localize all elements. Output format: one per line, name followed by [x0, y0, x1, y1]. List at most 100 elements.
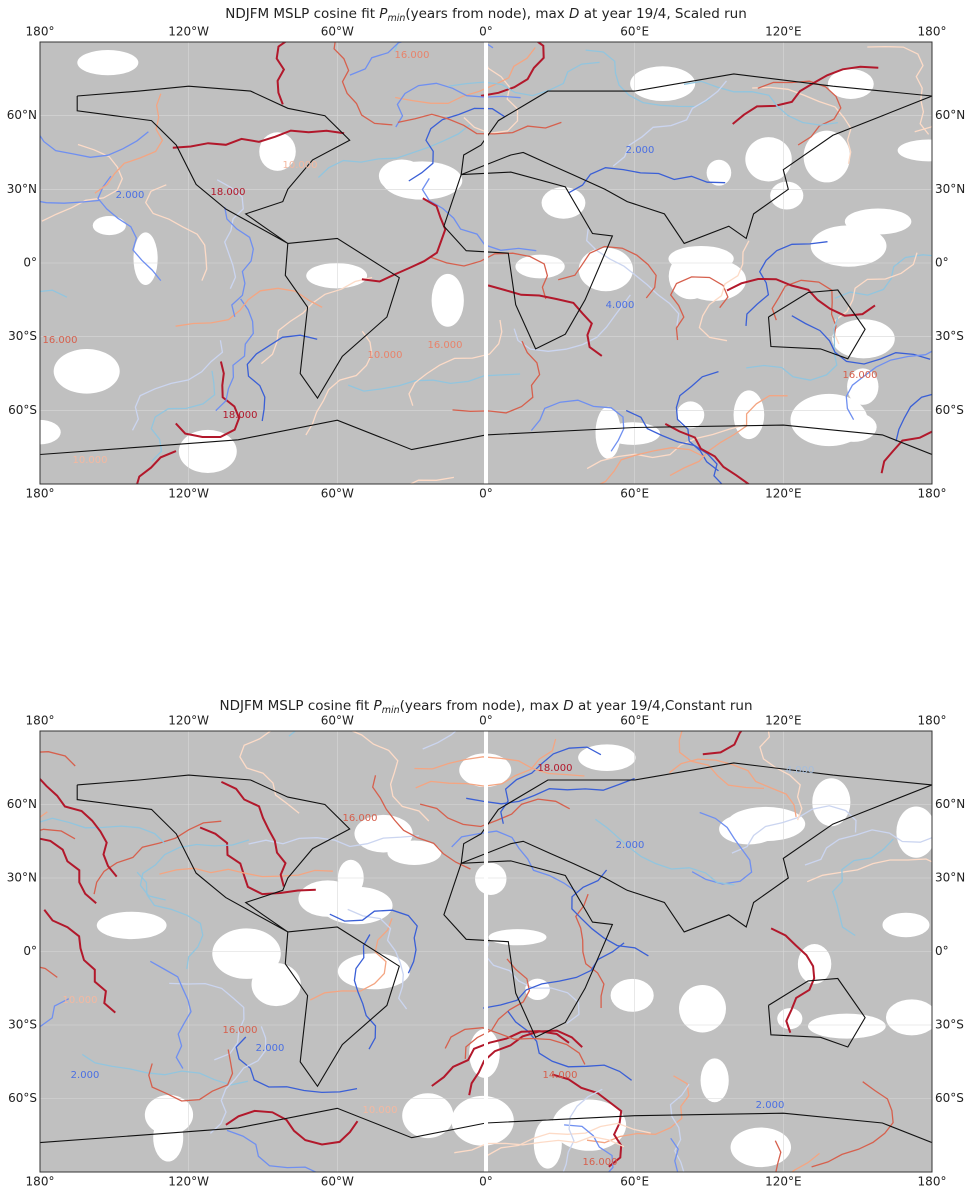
lat-label-left: 30°N — [7, 871, 37, 885]
insignificant-region — [93, 216, 126, 235]
contour-label: 2.000 — [616, 840, 645, 851]
title-part: D — [563, 698, 573, 714]
insignificant-region — [808, 1014, 886, 1039]
lon-label-bottom: 180° — [26, 1175, 55, 1189]
insignificant-region — [306, 263, 367, 288]
contour-label: 16.000 — [223, 1025, 258, 1036]
lon-label-top: 60°E — [620, 25, 649, 39]
lat-label-right: 30°N — [935, 182, 965, 196]
insignificant-region — [886, 999, 937, 1035]
insignificant-region — [679, 985, 726, 1033]
contour-label: 10.000 — [63, 995, 98, 1006]
lon-label-bottom: 0° — [479, 487, 493, 501]
insignificant-region — [133, 232, 157, 285]
lat-label-left: 0° — [23, 944, 37, 958]
contour-label: 10.000 — [283, 160, 318, 171]
insignificant-region — [475, 863, 506, 895]
contour-label: 10.000 — [368, 350, 403, 361]
lon-label-top: 180° — [918, 714, 947, 728]
figure: 16.000 18.000 10.000 2.000 16.000 16.000 10.00… — [0, 0, 969, 1192]
title-part: at year 19/4, Scaled run — [579, 6, 746, 22]
lon-label-bottom: 180° — [918, 1175, 947, 1189]
lon-label-top: 60°E — [620, 714, 649, 728]
lat-label-right: 30°N — [935, 871, 965, 885]
insignificant-region — [611, 979, 654, 1012]
lon-label-top: 120°E — [765, 714, 802, 728]
lat-label-left: 30°S — [8, 1018, 37, 1032]
insignificant-region — [882, 913, 929, 937]
lon-label-top: 120°E — [765, 25, 802, 39]
insignificant-region — [832, 319, 895, 358]
contour-label: 2.000 — [626, 145, 655, 156]
contour-label: 16.000 — [843, 370, 878, 381]
lat-label-right: 60°S — [935, 403, 964, 417]
lat-label-right: 0° — [935, 944, 949, 958]
title-part: at year 19/4,Constant run — [574, 698, 753, 714]
insignificant-region — [432, 274, 464, 327]
map-area — [0, 0, 969, 556]
contour-label: 18.000 — [211, 187, 246, 198]
insignificant-region — [898, 140, 960, 162]
lon-label-top: 180° — [26, 25, 55, 39]
lon-label-bottom: 120°W — [168, 1175, 209, 1189]
lon-label-top: 0° — [479, 714, 493, 728]
contour-label: 2.000 — [256, 1043, 285, 1054]
lon-label-top: 180° — [26, 714, 55, 728]
lat-label-right: 30°S — [935, 1018, 964, 1032]
title-part: D — [569, 6, 579, 22]
insignificant-region — [668, 246, 733, 272]
contour-label: 16.000 — [343, 813, 378, 824]
insignificant-region — [578, 744, 635, 771]
contour-label: 2.000 — [756, 1100, 785, 1111]
lat-label-left: 0° — [23, 256, 37, 270]
lon-label-bottom: 0° — [479, 1175, 493, 1189]
lat-label-right: 0° — [935, 256, 949, 270]
contour-label: 10.000 — [73, 455, 108, 466]
insignificant-region — [489, 929, 547, 945]
lat-label-right: 60°N — [935, 108, 965, 122]
insignificant-region — [77, 50, 138, 75]
insignificant-region — [896, 806, 936, 857]
contour-label: 18.000 — [538, 763, 573, 774]
insignificant-region — [790, 394, 867, 446]
insignificant-region — [701, 1058, 729, 1102]
insignificant-region — [379, 160, 425, 193]
lon-label-bottom: 60°W — [321, 487, 354, 501]
insignificant-region — [153, 1114, 183, 1162]
insignificant-region — [97, 912, 167, 939]
title-part: min — [382, 705, 400, 716]
lon-label-top: 120°W — [168, 714, 209, 728]
lon-label-bottom: 120°W — [168, 487, 209, 501]
insignificant-region — [252, 963, 301, 1006]
insignificant-region — [579, 248, 633, 292]
lon-label-top: 60°W — [321, 25, 354, 39]
contour-label: 2.000 — [116, 190, 145, 201]
lon-label-bottom: 180° — [918, 487, 947, 501]
contour-label: 4.000 — [606, 300, 635, 311]
insignificant-region — [804, 131, 850, 183]
map-title: NDJFM MSLP cosine fit Pmin(years from no… — [225, 6, 747, 24]
lon-label-top: 60°W — [321, 714, 354, 728]
lon-label-top: 0° — [479, 25, 493, 39]
lat-label-left: 60°N — [7, 797, 37, 811]
insignificant-region — [298, 880, 357, 916]
lat-label-right: 30°S — [935, 329, 964, 343]
insignificant-region — [54, 349, 120, 394]
title-part: NDJFM MSLP cosine fit — [219, 698, 373, 714]
title-part: min — [387, 13, 405, 24]
insignificant-region — [770, 182, 803, 210]
lon-label-bottom: 120°E — [765, 1175, 802, 1189]
insignificant-region — [542, 187, 586, 219]
insignificant-region — [731, 1127, 791, 1167]
insignificant-region — [845, 208, 911, 234]
contour-label: 10.000 — [363, 1105, 398, 1116]
lon-label-bottom: 60°W — [321, 1175, 354, 1189]
lat-label-right: 60°S — [935, 1091, 964, 1105]
title-part: (years from node), max — [400, 698, 564, 714]
lon-label-bottom: 60°E — [620, 1175, 649, 1189]
insignificant-region — [534, 1119, 562, 1169]
lon-label-bottom: 60°E — [620, 487, 649, 501]
contour-label: 14.000 — [543, 1070, 578, 1081]
